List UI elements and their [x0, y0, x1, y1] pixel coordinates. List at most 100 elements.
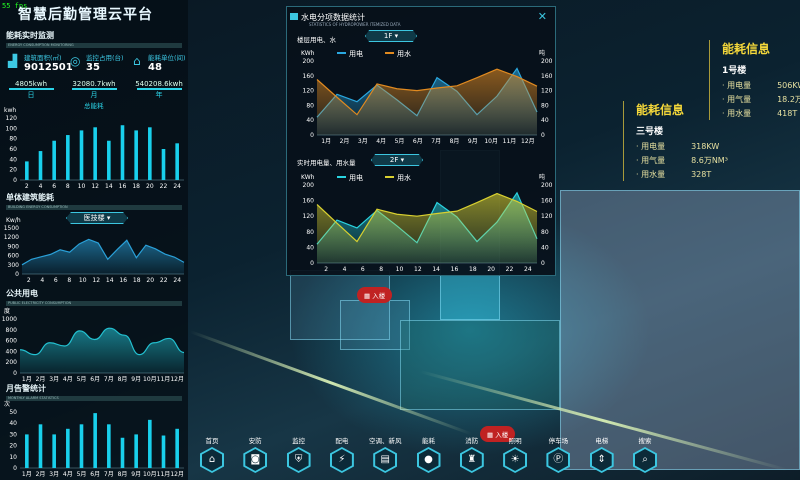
x-tick-label: 2: [27, 277, 31, 284]
legend-label: 用电: [349, 173, 363, 182]
x-tick-label: 10: [396, 266, 404, 273]
nav-label: 能耗: [422, 437, 435, 445]
nav-bulb[interactable]: 照明 ☀: [495, 435, 535, 473]
page-title: 智慧后勤管理云平台: [18, 7, 153, 23]
info-row: · 用电量506KW: [722, 81, 800, 90]
x-tick-label: 9月: [131, 471, 141, 478]
info-building: 三号楼: [636, 127, 664, 137]
x-tick-label: 4月: [376, 138, 386, 145]
y-tick-label: 60: [9, 146, 17, 153]
y2-tick-label: 80: [541, 229, 549, 236]
x-tick-label: 6月: [90, 376, 100, 383]
section-subtitle: MONTHLY ALARM STATISTICS: [6, 396, 182, 401]
nav-home[interactable]: 首页 ⌂: [192, 435, 232, 473]
series-area: [20, 328, 184, 373]
y-tick-label: 100: [6, 125, 18, 132]
x-tick-label: 4: [40, 277, 44, 284]
x-tick-label: 6: [361, 266, 365, 273]
x-tick-label: 18: [132, 183, 140, 190]
y-tick-label: 600: [8, 253, 20, 260]
energy-info-building-3: 能耗信息 三号楼 · 用电量 318KW · 用气量 8.6万NM³ · 用水量 32…: [623, 101, 728, 181]
nav-search[interactable]: 搜索 ⌕: [625, 435, 665, 473]
x-tick-label: 2: [324, 266, 328, 273]
x-tick-label: 12: [414, 266, 422, 273]
nav-air-conditioner[interactable]: 空调、新风 ▤: [365, 435, 405, 473]
x-tick-label: 22: [160, 183, 168, 190]
x-tick-label: 3月: [49, 471, 59, 478]
building-model[interactable]: [560, 190, 800, 470]
series-line: [19, 327, 185, 356]
nav-cctv[interactable]: 安防 ◙: [235, 435, 275, 473]
stat-cameras: 监控占用(台) 35: [86, 54, 124, 73]
info-row: · 用电量 318KW: [636, 142, 720, 151]
y2-tick-label: 120: [541, 213, 553, 220]
x-tick-label: 20: [146, 277, 154, 284]
period-day: 4805kwh 日: [6, 80, 56, 100]
nav-lightning[interactable]: 配电 ⚡: [322, 435, 362, 473]
close-icon[interactable]: ✕: [537, 10, 547, 23]
section-header-building: 单体建筑能耗 BUILDING ENERGY CONSUMPTION: [6, 192, 182, 210]
y2-tick-label: 0: [541, 260, 545, 267]
x-tick-label: 9月: [131, 376, 141, 383]
hydropower-stats-modal: 水电分项数据统计 STATISTICS OF HYDROPOWER ITEMIZ…: [286, 6, 556, 276]
nav-elevator[interactable]: 电梯 ⇕: [582, 435, 622, 473]
info-title: 能耗信息: [636, 103, 685, 117]
section-title: 公共用电: [6, 289, 38, 298]
series-line: [316, 68, 538, 116]
x-tick-label: 5月: [395, 138, 405, 145]
nav-parking[interactable]: 停车场 Ⓟ: [538, 435, 578, 473]
x-tick-label: 4: [343, 266, 347, 273]
x-tick-label: 5月: [77, 471, 87, 478]
bar: [148, 127, 152, 180]
x-tick-label: 24: [524, 266, 532, 273]
y2-tick-label: 120: [541, 88, 553, 95]
search-icon: ⌕: [633, 447, 657, 473]
x-tick-label: 6: [54, 277, 58, 284]
y-tick-label: 1000: [2, 316, 17, 323]
lightning-icon: ⚡: [329, 447, 354, 473]
y2-tick-label: 40: [541, 244, 549, 251]
bar: [66, 428, 70, 468]
bar: [107, 424, 111, 468]
x-tick-label: 3月: [358, 138, 368, 145]
x-tick-label: 10: [79, 277, 87, 284]
x-tick-label: 14: [432, 266, 440, 273]
nav-hydrant[interactable]: 消防 ♜: [452, 435, 492, 473]
nav-label: 空调、新风: [368, 437, 402, 445]
y-tick-label: 900: [8, 243, 20, 250]
home-icon: ⌂: [133, 54, 141, 68]
x-tick-label: 11月: [157, 471, 171, 478]
y-tick-label: 30: [9, 431, 17, 438]
y-axis-label: 度: [4, 307, 10, 315]
nav-label: 安防: [248, 437, 262, 445]
building-select[interactable]: 医技楼 ▾: [66, 212, 128, 224]
nav-water-drop[interactable]: 能耗 ●: [409, 435, 449, 473]
floor-select[interactable]: 1F ▾: [365, 30, 417, 42]
y-tick-label: 80: [306, 102, 314, 109]
x-tick-label: 8: [379, 266, 383, 273]
y-axis-label: kwh: [4, 107, 16, 114]
y-axis-label: Kw/h: [6, 217, 21, 224]
modal-subtitle: STATISTICS OF HYDROPOWER ITEMIZED DATA: [309, 22, 401, 27]
y2-tick-label: 160: [541, 198, 553, 205]
y-tick-label: 200: [303, 182, 315, 189]
x-tick-label: 7月: [104, 471, 114, 478]
marker-label: 入楼: [372, 292, 386, 300]
x-tick-label: 11月: [157, 376, 171, 383]
enter-building-marker[interactable]: ▦ 入楼: [480, 426, 516, 442]
nav-shield[interactable]: 监控 ⛨: [279, 435, 319, 473]
x-tick-label: 6月: [90, 471, 100, 478]
legend-label: 用水: [397, 49, 411, 58]
enter-building-marker[interactable]: ▦ 入楼: [357, 287, 393, 303]
home-icon: ⌂: [200, 447, 224, 473]
modal-title-icon: [290, 13, 298, 20]
y-tick-label: 40: [306, 244, 314, 251]
y2-tick-label: 80: [541, 102, 549, 109]
bar: [79, 130, 84, 180]
y2-axis-label: 吨: [539, 173, 545, 181]
x-tick-label: 4月: [63, 471, 73, 478]
chart-title: 总能耗: [84, 102, 104, 110]
realtime-floor-select[interactable]: 2F ▾: [371, 154, 423, 166]
building-model[interactable]: [340, 300, 410, 350]
